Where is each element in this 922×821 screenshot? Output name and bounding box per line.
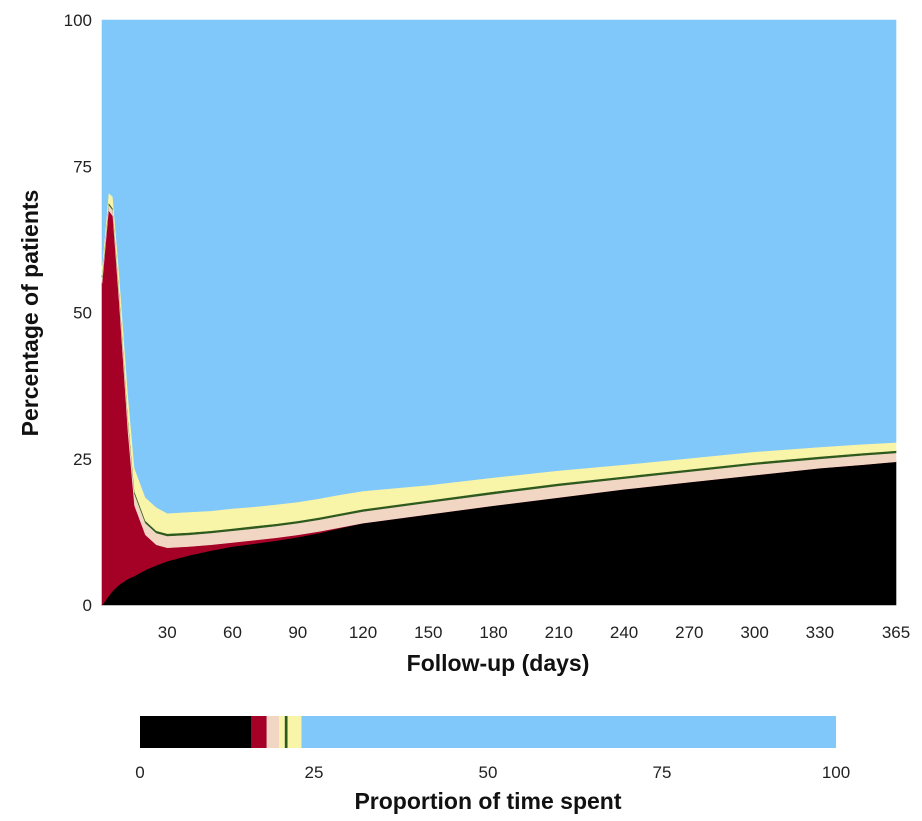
bar-segment-1 — [251, 716, 267, 748]
x-tick-label: 330 — [806, 623, 834, 642]
y-tick-label: 50 — [73, 304, 92, 323]
x-tick-label: 150 — [414, 623, 442, 642]
x-tick-label: 270 — [675, 623, 703, 642]
x-tick-label: 60 — [223, 623, 242, 642]
proportion-bar — [140, 716, 836, 748]
bar-segment-0 — [140, 716, 252, 748]
bar-segment-4 — [284, 716, 288, 748]
bar-x-tick-labels: 0 25 50 75 100 — [135, 763, 850, 782]
x-tick-label: 240 — [610, 623, 638, 642]
bar-x-tick-label: 0 — [135, 763, 144, 782]
y-tick-label: 0 — [83, 596, 92, 615]
bar-segment-6 — [301, 716, 836, 748]
x-tick-label: 365 — [882, 623, 910, 642]
x-tick-label: 30 — [158, 623, 177, 642]
main-x-axis-title: Follow-up (days) — [407, 650, 590, 676]
main-y-axis-title: Percentage of patients — [17, 190, 43, 437]
bar-segment-3 — [279, 716, 285, 748]
bar-segment-2 — [266, 716, 280, 748]
main-stacked-area-plot — [101, 19, 897, 606]
area-layer-5 — [101, 19, 897, 514]
bar-x-tick-label: 50 — [479, 763, 498, 782]
bar-x-tick-label: 75 — [653, 763, 672, 782]
x-tick-label: 210 — [545, 623, 573, 642]
x-tick-label: 90 — [288, 623, 307, 642]
x-tick-label: 300 — [740, 623, 768, 642]
bar-x-tick-label: 25 — [305, 763, 324, 782]
bar-x-axis-title: Proportion of time spent — [354, 788, 621, 814]
main-y-tick-labels: 0 25 50 75 100 — [64, 11, 92, 615]
y-tick-label: 100 — [64, 11, 92, 30]
y-tick-label: 75 — [73, 157, 92, 176]
main-x-tick-labels: 30 60 90 120 150 180 210 240 270 300 330 365 — [158, 623, 910, 642]
bar-x-tick-label: 100 — [822, 763, 850, 782]
x-tick-label: 180 — [479, 623, 507, 642]
bar-segment-5 — [287, 716, 302, 748]
x-tick-label: 120 — [349, 623, 377, 642]
y-tick-label: 25 — [73, 450, 92, 469]
